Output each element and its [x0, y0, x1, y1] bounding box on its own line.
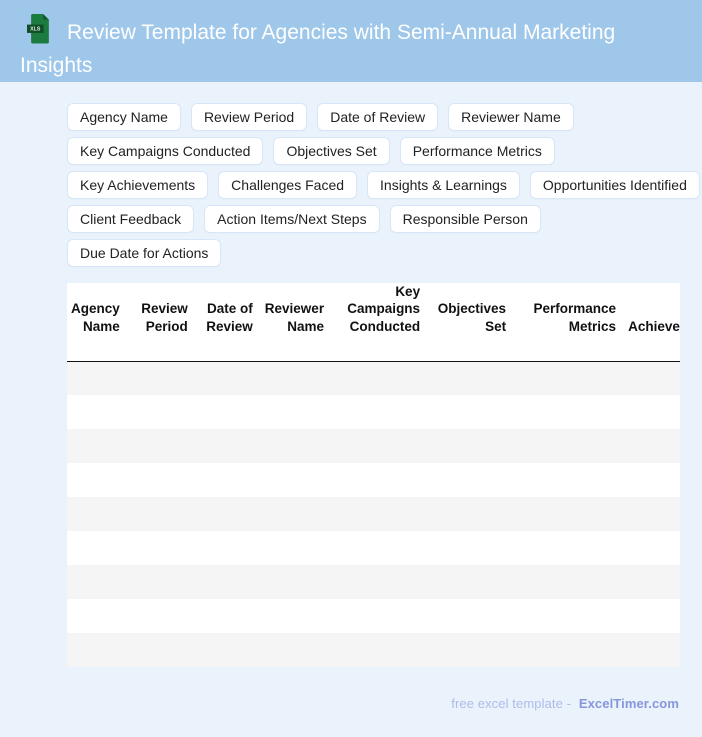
svg-text:XLS: XLS [30, 27, 41, 33]
